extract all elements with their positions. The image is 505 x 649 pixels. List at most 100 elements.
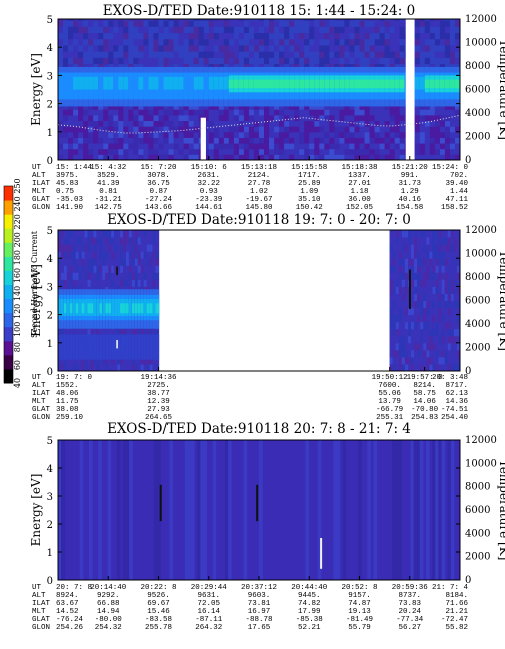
y-tick-label: 5 — [47, 436, 53, 447]
colorbar-swatch — [4, 284, 13, 300]
ephemeris-value: 48.06 — [56, 390, 79, 398]
ephemeris-value: 20: 7: 8 — [56, 584, 92, 592]
colorbar-swatch — [4, 340, 13, 356]
spectrogram — [58, 19, 460, 160]
ephemeris-value: 36.00 — [348, 196, 371, 204]
ephemeris-value: 74.87 — [348, 600, 371, 608]
ephemeris-value: 58.75 — [413, 390, 436, 398]
ephemeris-value: 20:22: 8 — [140, 584, 176, 592]
ephemeris-value: -83.58 — [145, 616, 172, 624]
ephemeris-value: 1.02 — [250, 188, 268, 196]
ephemeris-value: 0.75 — [56, 188, 75, 196]
y-right-tick-label: 2000 — [465, 552, 490, 563]
colorbar-swatch — [4, 200, 13, 215]
ephemeris-value: 1717. — [298, 172, 321, 180]
ephemeris-value: -27.24 — [145, 196, 173, 204]
ephemeris-value: 19:50:12 — [372, 374, 408, 382]
ephemeris-value: -81.49 — [346, 616, 373, 624]
spectrogram — [58, 230, 460, 371]
colorbar-swatch — [4, 298, 13, 314]
ephemeris-value: 991. — [401, 172, 419, 180]
ephemeris-value: -35.03 — [56, 196, 84, 204]
ephemeris-value: 14.36 — [445, 398, 468, 406]
ephemeris-value: -23.39 — [195, 196, 222, 204]
ephemeris-value: 55.79 — [348, 624, 371, 632]
ephemeris-value: 264.32 — [195, 624, 222, 632]
ephemeris-row-label: GLON — [32, 624, 50, 632]
ephemeris-row-label: ILAT — [32, 180, 51, 188]
y-tick-label: 3 — [47, 492, 53, 503]
colorbar-swatch — [4, 270, 13, 285]
ephemeris-value: -70.80 — [411, 406, 439, 414]
ephemeris-value: 152.05 — [346, 204, 374, 212]
colorbar-label: Second Harmonic Current — [30, 230, 39, 338]
ephemeris-value: 55.06 — [378, 390, 401, 398]
ephemeris-value: 2725. — [147, 382, 170, 390]
ephemeris-value: 19: 7: 0 — [56, 374, 93, 382]
ephemeris-value: 71.66 — [445, 600, 468, 608]
y-tick-label: 0 — [47, 576, 53, 587]
y-right-tick-label: 6000 — [465, 296, 490, 307]
colorbar-tick-label: 80 — [13, 342, 22, 352]
ephemeris-value: 19:57: 0 — [407, 374, 444, 382]
ephemeris-value: 36.75 — [147, 180, 170, 188]
y-right-tick-label: 0 — [465, 155, 471, 166]
ephemeris-value: 15:10: 6 — [191, 164, 228, 172]
ephemeris-value: 25.89 — [298, 180, 321, 188]
ephemeris-value: 56.27 — [398, 624, 421, 632]
panel-3: EXOS-D/TED Date:910118 20: 7: 8 - 21: 7:… — [29, 421, 505, 632]
y-right-tick-label: 8000 — [465, 61, 490, 72]
ephemeris-value: 150.42 — [296, 204, 323, 212]
ephemeris-value: 3529. — [97, 172, 120, 180]
ephemeris-value: 141.90 — [56, 204, 84, 212]
ephemeris-value: 14.06 — [413, 398, 436, 406]
ephemeris-row-label: UT — [32, 374, 42, 382]
ephemeris-value: 1.44 — [450, 188, 469, 196]
ephemeris-value: 8184. — [445, 592, 468, 600]
ephemeris-value: 27.93 — [147, 406, 170, 414]
ephemeris-value: -77.34 — [396, 616, 424, 624]
y-right-tick-label: 4000 — [465, 528, 490, 539]
y-axis-label: Energy [eV] — [29, 264, 43, 337]
y-right-tick-label: 6000 — [465, 505, 490, 516]
ephemeris-value: 16.97 — [248, 608, 271, 616]
ephemeris-value: 1.18 — [350, 188, 368, 196]
y-tick-label: 3 — [47, 71, 53, 82]
y-tick-label: 1 — [47, 548, 53, 559]
ephemeris-value: 0.93 — [200, 188, 219, 196]
ephemeris-value: 158.52 — [441, 204, 468, 212]
ephemeris-value: 255.78 — [145, 624, 172, 632]
y-right-tick-label: 0 — [465, 575, 471, 586]
ephemeris-value: 40.16 — [398, 196, 421, 204]
colorbar-swatch — [4, 312, 13, 328]
ephemeris-value: -85.38 — [296, 616, 323, 624]
ephemeris-value: 154.58 — [396, 204, 423, 212]
ephemeris-value: 143.66 — [145, 204, 173, 212]
ephemeris-value: 12.39 — [147, 398, 170, 406]
ephemeris-row-label: GLON — [32, 204, 50, 212]
ephemeris-value: 38.08 — [56, 406, 79, 414]
ephemeris-value: 13.79 — [378, 398, 401, 406]
ephemeris-value: 1.09 — [300, 188, 318, 196]
y-tick-label: 0 — [47, 156, 53, 167]
panel-2: EXOS-D/TED Date:910118 19: 7: 0 - 20: 7:… — [29, 212, 505, 422]
ephemeris-value: 145.80 — [245, 204, 273, 212]
colorbar-swatch — [4, 242, 13, 257]
ephemeris-value: -66.79 — [376, 406, 403, 414]
y-tick-label: 1 — [47, 339, 53, 350]
ephemeris-value: -76.24 — [56, 616, 84, 624]
ephemeris-value: 3975. — [56, 172, 79, 180]
y-tick-label: 2 — [47, 100, 53, 111]
ephemeris-value: 259.10 — [56, 414, 84, 422]
ephemeris-value: 20:14:40 — [90, 584, 127, 592]
y-right-tick-label: 10000 — [465, 38, 497, 49]
ephemeris-value: -87.11 — [195, 616, 223, 624]
y-tick-label: 4 — [47, 254, 53, 265]
colorbar-tick-label: 240 — [13, 196, 22, 211]
colorbar-swatch — [4, 256, 13, 271]
ephemeris-value: 15: 4:32 — [90, 164, 126, 172]
ephemeris-value: 2631. — [197, 172, 220, 180]
ephemeris-value: 9631. — [197, 592, 220, 600]
ephemeris-value: 72.05 — [197, 600, 220, 608]
